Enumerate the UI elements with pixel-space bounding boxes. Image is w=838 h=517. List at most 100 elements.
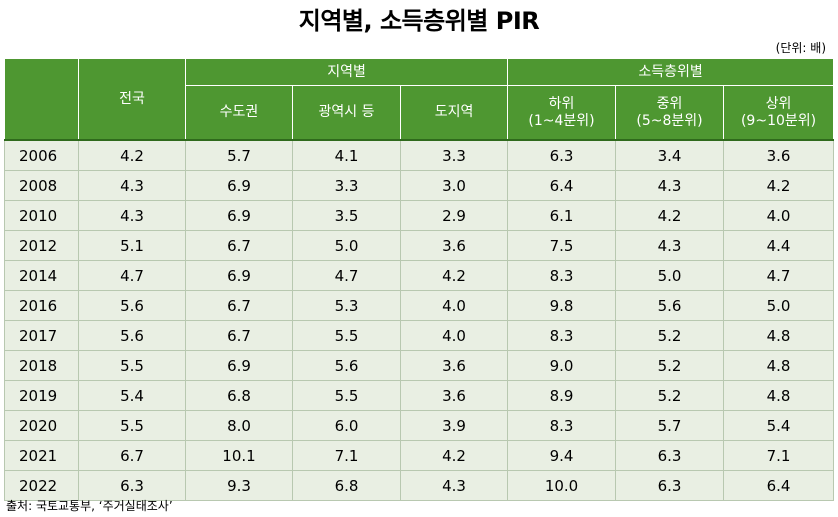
year-cell: 2008 [4,170,79,201]
low-income-value-cell: 8.3 [507,320,617,351]
national-value-cell: 5.6 [78,290,186,321]
income-column-name: 하위 [548,95,575,112]
province-value-cell: 4.0 [399,320,509,351]
table-row: 2021 6.7 10.1 7.1 4.2 9.4 6.3 7.1 [4,440,835,471]
high-income-value-cell: 4.0 [723,200,835,231]
income-column-name: 중위 [656,95,683,112]
high-income-value-cell: 3.6 [723,139,835,171]
low-income-value-cell: 10.0 [507,470,617,501]
province-value-cell: 3.6 [399,230,509,261]
national-column-header: 전국 [78,58,186,141]
low-income-value-cell: 8.3 [507,260,617,291]
table-row: 2016 5.6 6.7 5.3 4.0 9.8 5.6 5.0 [4,290,835,321]
income-column-header: 중위 (5~8분위) [615,85,725,141]
middle-income-value-cell: 4.3 [615,170,725,201]
unit-label: (단위: 배) [775,41,826,55]
national-value-cell: 5.4 [78,380,186,411]
table-row: 2017 5.6 6.7 5.5 4.0 8.3 5.2 4.8 [4,320,835,351]
year-cell: 2022 [4,470,79,501]
capital-region-value-cell: 6.9 [185,200,293,231]
region-group-header: 지역별 [184,58,509,86]
income-column-name: 상위 [765,95,792,112]
metro-city-value-cell: 6.8 [292,470,401,501]
region-column-header: 수도권 [185,85,293,141]
high-income-value-cell: 6.4 [723,470,835,501]
metro-city-value-cell: 4.7 [292,260,401,291]
province-value-cell: 4.2 [399,260,509,291]
pir-table: 전국 지역별 소득층위별 수도권 광역시 등 도지역 하위 (1~4분위) 중위… [4,58,835,501]
table-row: 2020 5.5 8.0 6.0 3.9 8.3 5.7 5.4 [4,410,835,441]
low-income-value-cell: 8.3 [507,410,617,441]
high-income-value-cell: 4.4 [723,230,835,261]
region-column-header: 광역시 등 [292,85,401,141]
province-value-cell: 3.6 [399,380,509,411]
national-value-cell: 6.3 [78,470,186,501]
year-cell: 2012 [4,230,79,261]
high-income-value-cell: 4.8 [723,380,835,411]
metro-city-value-cell: 5.0 [292,230,401,261]
region-column-header: 도지역 [399,85,509,141]
province-value-cell: 2.9 [399,200,509,231]
middle-income-value-cell: 6.3 [615,470,725,501]
middle-income-value-cell: 5.7 [615,410,725,441]
high-income-value-cell: 5.4 [723,410,835,441]
table-row: 2014 4.7 6.9 4.7 4.2 8.3 5.0 4.7 [4,260,835,291]
high-income-value-cell: 4.2 [723,170,835,201]
province-value-cell: 4.2 [399,440,509,471]
table-row: 2010 4.3 6.9 3.5 2.9 6.1 4.2 4.0 [4,200,835,231]
table-row: 2019 5.4 6.8 5.5 3.6 8.9 5.2 4.8 [4,380,835,411]
year-cell: 2021 [4,440,79,471]
capital-region-value-cell: 5.7 [185,139,293,171]
year-cell: 2020 [4,410,79,441]
income-column-range: (5~8분위) [636,112,703,129]
year-cell: 2016 [4,290,79,321]
table-row: 2008 4.3 6.9 3.3 3.0 6.4 4.3 4.2 [4,170,835,201]
province-value-cell: 3.9 [399,410,509,441]
low-income-value-cell: 9.8 [507,290,617,321]
middle-income-value-cell: 3.4 [615,139,725,171]
province-value-cell: 3.3 [399,139,509,171]
low-income-value-cell: 6.4 [507,170,617,201]
province-value-cell: 3.0 [399,170,509,201]
middle-income-value-cell: 6.3 [615,440,725,471]
high-income-value-cell: 4.8 [723,320,835,351]
middle-income-value-cell: 4.2 [615,200,725,231]
income-column-range: (1~4분위) [528,112,595,129]
low-income-value-cell: 9.4 [507,440,617,471]
year-cell: 2014 [4,260,79,291]
high-income-value-cell: 4.7 [723,260,835,291]
metro-city-value-cell: 5.5 [292,320,401,351]
metro-city-value-cell: 4.1 [292,139,401,171]
middle-income-value-cell: 4.3 [615,230,725,261]
capital-region-value-cell: 6.7 [185,230,293,261]
year-column-header [4,58,79,141]
middle-income-value-cell: 5.2 [615,350,725,381]
table-body: 2006 4.2 5.7 4.1 3.3 6.3 3.4 3.6 2008 4.3 6.9 3.3 3.… [4,139,835,501]
capital-region-value-cell: 6.9 [185,350,293,381]
metro-city-value-cell: 7.1 [292,440,401,471]
middle-income-value-cell: 5.2 [615,320,725,351]
metro-city-value-cell: 5.3 [292,290,401,321]
national-value-cell: 5.5 [78,350,186,381]
national-value-cell: 5.5 [78,410,186,441]
national-value-cell: 6.7 [78,440,186,471]
income-column-range: (9~10분위) [740,112,817,129]
middle-income-value-cell: 5.2 [615,380,725,411]
low-income-value-cell: 6.3 [507,139,617,171]
national-value-cell: 4.2 [78,139,186,171]
low-income-value-cell: 7.5 [507,230,617,261]
high-income-value-cell: 7.1 [723,440,835,471]
table-row: 2006 4.2 5.7 4.1 3.3 6.3 3.4 3.6 [4,139,835,171]
middle-income-value-cell: 5.6 [615,290,725,321]
capital-region-value-cell: 6.7 [185,290,293,321]
capital-region-value-cell: 6.8 [185,380,293,411]
province-value-cell: 4.3 [399,470,509,501]
capital-region-value-cell: 8.0 [185,410,293,441]
middle-income-value-cell: 5.0 [615,260,725,291]
national-value-cell: 5.6 [78,320,186,351]
source-note: 출처: 국토교통부, ‘주거실태조사’ [6,499,173,513]
table-row: 2022 6.3 9.3 6.8 4.3 10.0 6.3 6.4 [4,470,835,501]
capital-region-value-cell: 6.9 [185,260,293,291]
low-income-value-cell: 9.0 [507,350,617,381]
table-row: 2012 5.1 6.7 5.0 3.6 7.5 4.3 4.4 [4,230,835,261]
